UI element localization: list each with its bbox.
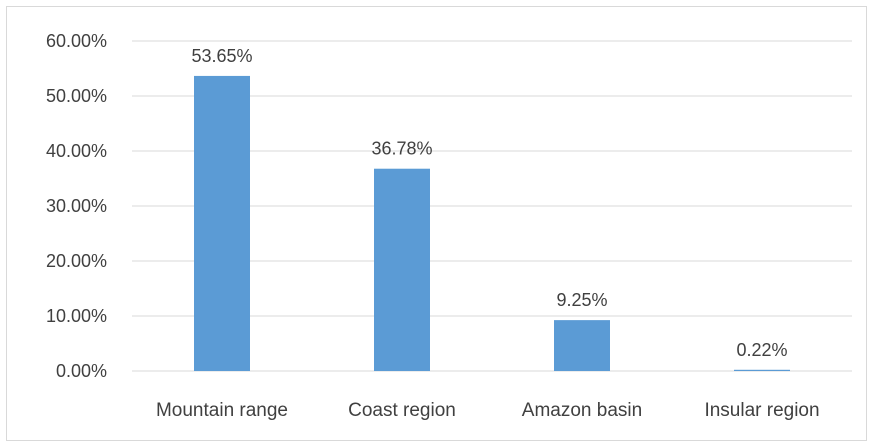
data-label: 9.25%	[556, 290, 607, 310]
x-category-label: Insular region	[704, 400, 819, 421]
data-label: 36.78%	[371, 139, 432, 159]
y-tick-label: 10.00%	[46, 306, 107, 326]
bar	[194, 75, 250, 372]
data-label: 0.22%	[736, 340, 787, 360]
y-tick-label: 50.00%	[46, 86, 107, 106]
gridlines	[132, 40, 852, 372]
y-tick-label: 40.00%	[46, 141, 107, 161]
x-category-label: Amazon basin	[522, 400, 642, 421]
x-category-label: Mountain range	[156, 400, 288, 421]
data-labels: 53.65% 36.78% 9.25% 0.22%	[191, 46, 787, 360]
y-tick-label: 30.00%	[46, 196, 107, 216]
y-tick-label: 20.00%	[46, 251, 107, 271]
y-axis-tick-labels: 0.00% 10.00% 20.00% 30.00% 40.00% 50.00% 60.00…	[46, 31, 107, 381]
data-label: 53.65%	[191, 46, 252, 66]
y-tick-label: 0.00%	[56, 361, 107, 381]
bars	[194, 75, 790, 372]
y-tick-label: 60.00%	[46, 31, 107, 51]
x-axis-category-labels: Mountain range Coast region Amazon basin In…	[156, 400, 820, 421]
chart-frame	[6, 6, 867, 441]
x-category-label: Coast region	[348, 400, 456, 421]
bar	[734, 369, 790, 371]
bar	[374, 168, 430, 371]
bar	[554, 320, 610, 371]
